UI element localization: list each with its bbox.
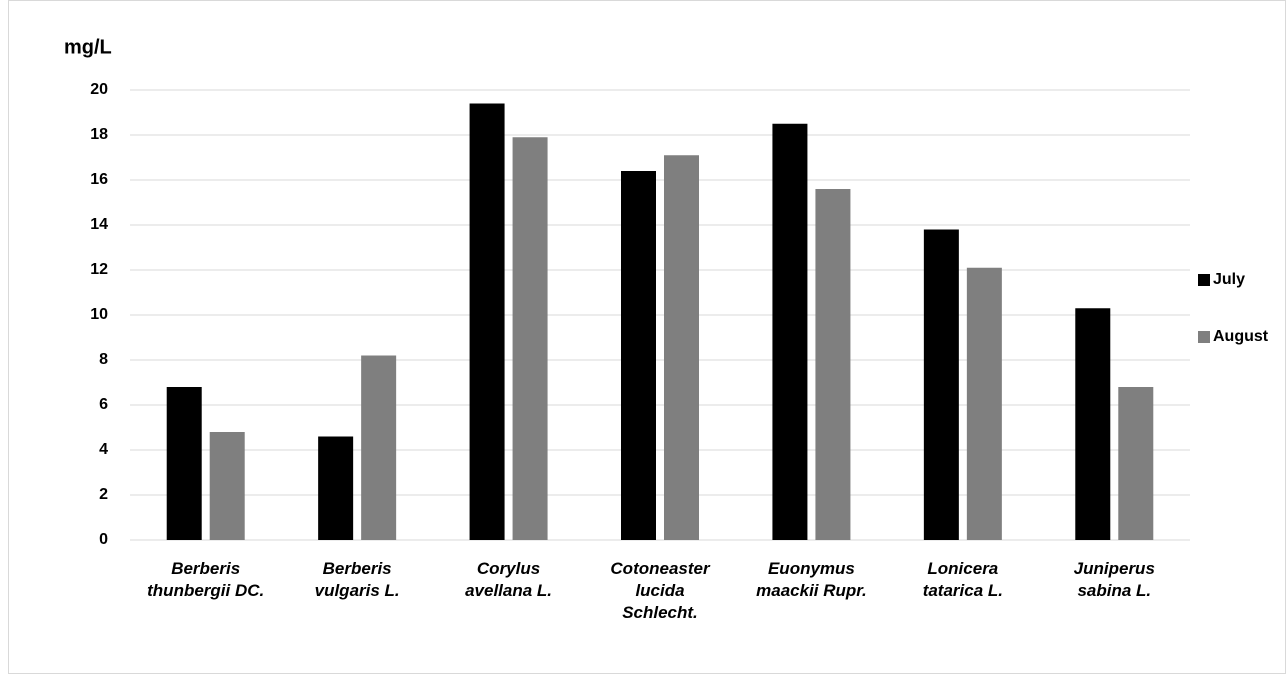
bar — [166, 387, 202, 540]
y-tick-label: 6 — [99, 396, 108, 413]
chart-frame — [8, 0, 1286, 674]
y-tick-label: 2 — [99, 486, 108, 503]
bar — [664, 155, 699, 540]
bar — [469, 103, 505, 540]
x-tick-label: Berberis vulgaris L. — [314, 559, 400, 600]
legend-label: August — [1213, 328, 1269, 345]
y-tick-label: 14 — [90, 216, 108, 233]
bar — [815, 189, 851, 540]
bar — [772, 123, 808, 540]
x-tick-label: Euonymus maackii Rupr. — [756, 559, 867, 600]
legend-swatch — [1198, 331, 1210, 343]
bar — [361, 355, 397, 540]
x-tick-label: Juniperus sabina L. — [1073, 559, 1155, 600]
y-tick-label: 10 — [90, 306, 108, 323]
y-tick-label: 12 — [90, 261, 108, 278]
y-tick-label: 20 — [90, 81, 108, 98]
x-tick-label: Berberis thunbergii DC. — [147, 559, 265, 600]
y-tick-label: 8 — [99, 351, 108, 368]
bar — [621, 171, 656, 540]
bar — [923, 229, 959, 540]
x-tick-label: Cotoneaster lucida Schlecht. — [610, 559, 710, 622]
y-tick-label: 18 — [90, 126, 108, 143]
y-tick-label: 16 — [90, 171, 108, 188]
y-tick-label: 0 — [99, 531, 108, 548]
bar — [966, 267, 1002, 540]
legend-swatch — [1198, 274, 1210, 286]
y-tick-label: 4 — [99, 441, 108, 458]
x-tick-label: Corylus avellana L. — [465, 559, 553, 600]
bar — [318, 436, 354, 540]
x-tick-label: Lonicera tatarica L. — [922, 559, 1003, 600]
legend-label: July — [1213, 271, 1245, 288]
bar — [1118, 387, 1154, 540]
bar — [209, 432, 245, 540]
bar — [1075, 308, 1111, 540]
y-axis-label: mg/L — [64, 36, 112, 58]
bar — [512, 137, 548, 540]
